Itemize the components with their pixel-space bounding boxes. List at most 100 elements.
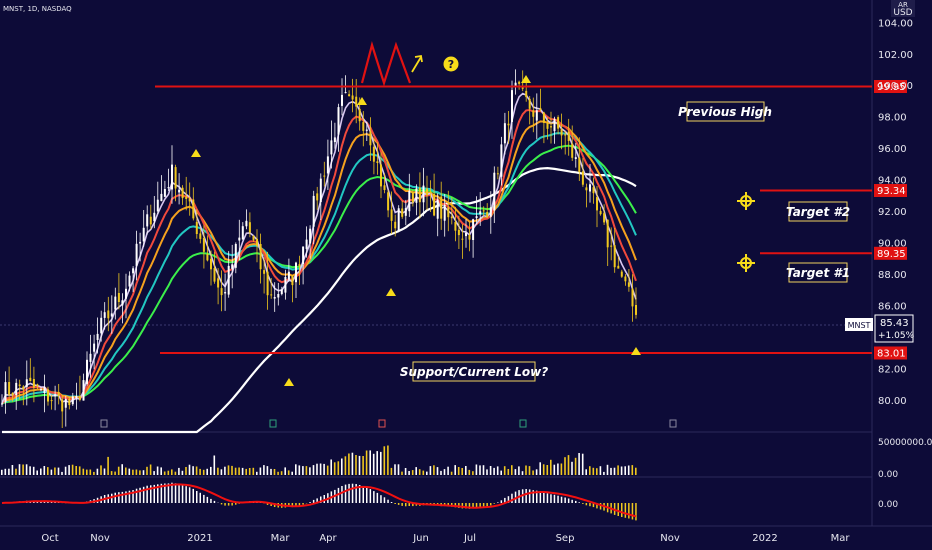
volume-bar bbox=[238, 467, 240, 475]
ema-orange-line bbox=[1, 120, 637, 405]
candle bbox=[210, 250, 212, 286]
volume-bar bbox=[620, 466, 623, 475]
candle bbox=[613, 228, 616, 273]
candle bbox=[397, 205, 400, 233]
volume-bar bbox=[436, 467, 439, 475]
candle bbox=[539, 88, 542, 112]
oscillator-bar bbox=[157, 484, 159, 503]
event-icon[interactable] bbox=[519, 419, 527, 428]
price-tick-label: 82.00 bbox=[878, 364, 907, 375]
oscillator-bar bbox=[592, 503, 595, 508]
candle bbox=[404, 199, 407, 226]
candle bbox=[75, 382, 78, 410]
volume-bar bbox=[71, 464, 74, 475]
volume-bar bbox=[22, 464, 24, 475]
event-icon[interactable] bbox=[378, 419, 386, 428]
volume-bar bbox=[287, 470, 290, 475]
volume-bar bbox=[121, 464, 123, 475]
candle bbox=[25, 360, 28, 406]
time-tick-label: Apr bbox=[319, 533, 337, 544]
candle bbox=[532, 97, 535, 133]
candle bbox=[620, 269, 623, 278]
volume-bar bbox=[397, 464, 400, 475]
candle bbox=[160, 175, 163, 202]
candle bbox=[220, 270, 223, 312]
pattern-icon bbox=[360, 41, 423, 87]
volume-histogram bbox=[1, 445, 637, 475]
support-label: Support/Current Low? bbox=[400, 361, 548, 382]
volume-bar bbox=[15, 468, 17, 475]
candle bbox=[535, 93, 538, 140]
volume-bar bbox=[1, 469, 3, 475]
volume-bar bbox=[514, 469, 517, 475]
volume-bar bbox=[146, 466, 148, 475]
oscillator-bar bbox=[188, 487, 191, 503]
time-axis[interactable]: Oct Nov 2021 Mar Apr Jun Jul Sep Nov 2022 Mar bbox=[41, 533, 850, 544]
volume-bar bbox=[617, 465, 619, 475]
volume-bar bbox=[252, 467, 255, 475]
volume-bar bbox=[302, 466, 304, 475]
candle bbox=[486, 203, 489, 219]
candle bbox=[8, 366, 11, 403]
volume-bar bbox=[606, 464, 609, 475]
last-price-symbol: MNST bbox=[848, 321, 871, 330]
volume-bar bbox=[89, 469, 92, 475]
oscillator-bar bbox=[465, 503, 467, 509]
oscillator-bar bbox=[543, 492, 545, 503]
candle bbox=[156, 181, 159, 214]
oscillator-bar bbox=[631, 503, 634, 520]
oscillator-bar bbox=[373, 491, 375, 503]
candle bbox=[167, 168, 170, 191]
event-icon[interactable] bbox=[269, 419, 277, 428]
volume-bar bbox=[103, 468, 106, 475]
volume-bar bbox=[156, 466, 159, 475]
price-tick-label: 92.00 bbox=[878, 207, 907, 218]
candle bbox=[560, 113, 563, 150]
candle bbox=[589, 164, 591, 203]
candle bbox=[440, 181, 443, 230]
level-price-tag-text: 93.34 bbox=[877, 186, 906, 197]
event-icon[interactable] bbox=[669, 419, 677, 428]
signal-line bbox=[1, 483, 637, 518]
volume-bar bbox=[210, 466, 212, 475]
candle bbox=[139, 232, 142, 262]
oscillator-bar bbox=[235, 503, 237, 505]
volume-bar bbox=[50, 469, 53, 475]
candle bbox=[96, 317, 99, 354]
candle bbox=[270, 278, 273, 299]
candle bbox=[603, 204, 606, 225]
oscillator-bar bbox=[617, 503, 619, 516]
oscillator-bar bbox=[320, 496, 322, 503]
price-tick-label: 88.00 bbox=[878, 270, 907, 281]
candle bbox=[178, 173, 181, 205]
volume-bar bbox=[496, 466, 499, 475]
volume-bar bbox=[220, 469, 223, 475]
target-1-crosshair-icon bbox=[737, 254, 755, 272]
oscillator-scale-zero: 0.00 bbox=[878, 500, 898, 510]
candle bbox=[372, 141, 375, 175]
candle bbox=[277, 282, 280, 306]
candle bbox=[47, 386, 49, 406]
candle bbox=[472, 218, 475, 258]
oscillator-bar bbox=[387, 499, 389, 503]
oscillator-bar bbox=[490, 503, 492, 506]
oscillator-bar bbox=[479, 503, 481, 507]
candle bbox=[188, 182, 191, 216]
oscillator-bar bbox=[206, 496, 209, 503]
volume-bar bbox=[206, 468, 208, 475]
candle bbox=[153, 196, 156, 229]
candle bbox=[110, 295, 113, 334]
event-icon[interactable] bbox=[100, 419, 108, 428]
candle bbox=[617, 256, 620, 269]
last-price-tag: MNST 85.43 +1.05% bbox=[845, 314, 915, 343]
candle bbox=[234, 242, 237, 274]
candle bbox=[93, 334, 96, 370]
candle bbox=[450, 197, 453, 225]
candle bbox=[224, 273, 227, 311]
price-tick-label: 80.00 bbox=[878, 396, 907, 407]
volume-bar bbox=[493, 467, 495, 475]
candle bbox=[461, 224, 464, 259]
oscillator-bar bbox=[567, 498, 570, 503]
candle bbox=[610, 227, 613, 261]
